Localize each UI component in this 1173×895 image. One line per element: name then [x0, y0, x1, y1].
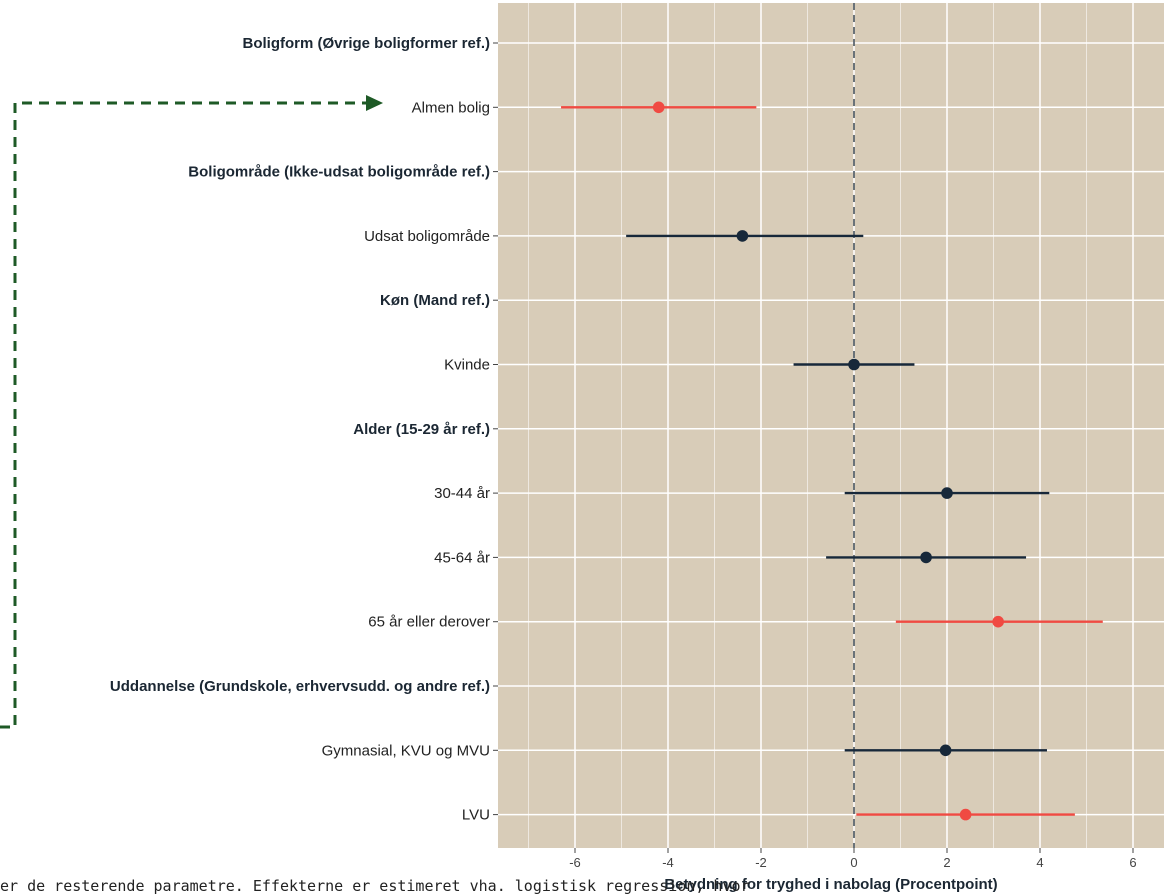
x-tick-label: -4 [662, 855, 674, 870]
group-header-label: Alder (15-29 år ref.) [353, 421, 490, 438]
point-estimate [939, 744, 952, 757]
group-header-label: Uddannelse (Grundskole, erhvervsudd. og … [110, 678, 490, 695]
row-label: LVU [462, 807, 490, 824]
x-tick-label: 4 [1036, 855, 1043, 870]
row-labels: Boligform (Øvrige boligformer ref.) Almen… [110, 35, 498, 824]
point-estimate [652, 101, 665, 114]
row-label: 65 år eller derover [368, 614, 490, 631]
point-estimate [736, 230, 749, 242]
point-estimate [941, 487, 953, 499]
x-axis-title: Betydning for tryghed i nabolag (Procent… [664, 876, 997, 893]
group-header-label: Køn (Mand ref.) [380, 292, 490, 309]
x-tick-label: 2 [943, 855, 950, 870]
x-axis-ticks: -6 -4 -2 0 2 4 6 [569, 848, 1137, 870]
point-estimate [848, 358, 860, 371]
row-label: Kvinde [444, 357, 490, 374]
x-tick-label: 0 [850, 855, 857, 870]
point-estimate [992, 615, 1004, 628]
point-estimate [920, 551, 932, 564]
x-tick-label: 6 [1129, 855, 1136, 870]
row-label: Almen bolig [412, 99, 490, 116]
group-header-label: Boligform (Øvrige boligformer ref.) [242, 35, 490, 52]
row-label: Udsat boligområde [364, 228, 490, 245]
group-header-label: Boligområde (Ikke-udsat boligområde ref.… [188, 164, 490, 181]
plot-panel [498, 3, 1164, 848]
annotation-arrow-head [366, 95, 383, 111]
row-label: 30-44 år [434, 485, 490, 502]
footnote-text: er de resterende parametre. Effekterne e… [0, 877, 750, 895]
x-tick-label: -2 [755, 855, 767, 870]
row-label: 45-64 år [434, 549, 490, 566]
x-tick-label: -6 [569, 855, 581, 870]
estimate-marks [561, 101, 1103, 821]
point-estimate [959, 808, 972, 821]
row-label: Gymnasial, KVU og MVU [322, 742, 490, 759]
annotation-arrow [0, 101, 368, 729]
